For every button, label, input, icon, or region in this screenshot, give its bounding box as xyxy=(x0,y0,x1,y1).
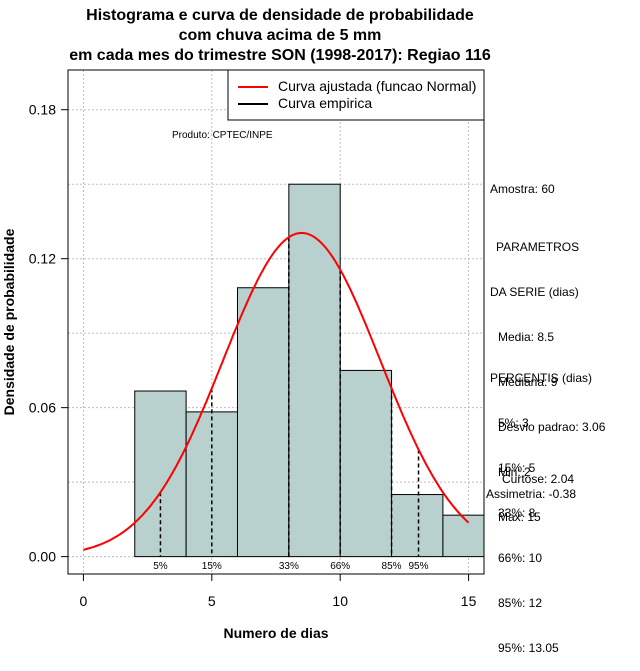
y-tick-label: 0.12 xyxy=(29,251,56,267)
percentis-block: PERCENTIS (dias) 5%: 3 15%: 5 33%: 8 66%… xyxy=(490,341,592,671)
percentile-label: 95% xyxy=(409,561,429,572)
chart-title-line-3: em cada mes do trimestre SON (1998-2017)… xyxy=(69,47,491,64)
parametros-title: PARAMETROS xyxy=(496,240,580,254)
percentis-p5: 5%: 3 xyxy=(498,416,529,430)
histogram-bar xyxy=(236,287,290,558)
histogram-bar xyxy=(442,514,485,558)
x-tick-label: 5 xyxy=(208,593,216,609)
histogram-bars xyxy=(134,183,485,558)
y-tick-label: 0.06 xyxy=(29,400,56,416)
x-axis-label: Numero de dias xyxy=(223,625,328,641)
histogram-bar xyxy=(391,494,444,558)
percentile-label: 85% xyxy=(382,561,402,572)
y-tick-label: 0.00 xyxy=(29,549,56,565)
percentis-p85: 85%: 12 xyxy=(498,596,543,610)
y-tick-label: 0.18 xyxy=(29,102,56,118)
chart-title-line-1: Histograma e curva de densidade de proba… xyxy=(86,7,474,24)
percentile-label: 33% xyxy=(279,561,299,572)
assimetria-text: Assimetria: -0.38 xyxy=(486,487,577,501)
x-tick-label: 0 xyxy=(80,593,88,609)
legend-empirical-label: Curva empirica xyxy=(278,95,372,111)
percentis-p66: 66%: 10 xyxy=(498,551,543,565)
percentis-title: PERCENTIS (dias) xyxy=(490,371,593,385)
y-axis-label: Densidade de probabilidade xyxy=(1,228,17,415)
parametros-subtitle: DA SERIE (dias) xyxy=(490,285,579,299)
parametros-block: PARAMETROS DA SERIE (dias) Media: 8.5 Me… xyxy=(490,210,605,540)
legend: Curva ajustada (funcao Normal) Curva emp… xyxy=(227,69,485,121)
percentile-label: 66% xyxy=(330,561,350,572)
y-axis-ticks: 0.00 0.06 0.12 0.18 xyxy=(29,102,68,565)
percentile-label: 5% xyxy=(153,561,168,572)
histogram-bar xyxy=(339,369,393,558)
percentis-p15: 15%: 5 xyxy=(498,461,536,475)
parametros-min: Min: 2 xyxy=(498,465,531,479)
normal-curve-line xyxy=(83,231,470,551)
parametros-max: Max: 15 xyxy=(498,510,541,524)
legend-box xyxy=(227,69,485,121)
x-tick-label: 10 xyxy=(332,593,348,609)
percentile-labels: 5% 15% 33% 66% 85% 95% xyxy=(153,561,428,572)
histogram-bar xyxy=(288,183,341,558)
percentile-lines xyxy=(159,237,420,557)
histogram-bar xyxy=(134,390,187,558)
parametros-desvio: Desvio padrao: 3.06 xyxy=(498,420,606,434)
curtose-text: Curtose: 2.04 xyxy=(502,472,575,486)
percentis-p33: 33%: 8 xyxy=(498,506,536,520)
x-tick-label: 15 xyxy=(461,593,477,609)
x-axis-ticks: 0 5 10 15 xyxy=(80,574,477,609)
parametros-mediana: Mediana: 9 xyxy=(498,375,558,389)
chart-title-line-2: com chuva acima de 5 mm xyxy=(178,27,382,44)
produto-label: Produto: CPTEC/INPE xyxy=(172,130,273,141)
amostra-text: Amostra: 60 xyxy=(490,182,555,196)
parametros-media: Media: 8.5 xyxy=(498,330,555,344)
percentile-label: 15% xyxy=(202,561,222,572)
percentis-p95: 95%: 13.05 xyxy=(498,641,559,655)
legend-normal-label: Curva ajustada (funcao Normal) xyxy=(278,78,476,94)
